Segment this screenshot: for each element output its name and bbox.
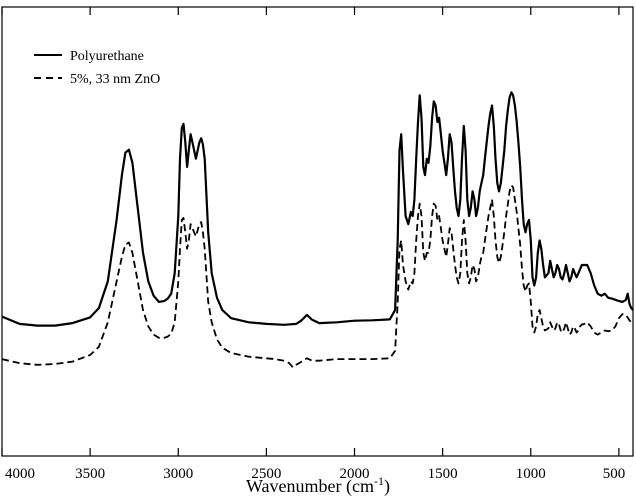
x-axis-label-exponent: -1 [374, 474, 384, 488]
x-tick-label-3000: 3000 [163, 466, 193, 482]
x-tick-label-2500: 2500 [251, 466, 281, 482]
x-tick-label-1500: 1500 [428, 466, 458, 482]
x-tick-label-3500: 3500 [75, 466, 105, 482]
x-tick-label-4000: 4000 [5, 466, 35, 482]
plot-frame [1, 6, 634, 457]
x-axis-ticks: 4000 3500 3000 2500 2000 1500 1000 500 [1, 7, 626, 482]
spectra-lines [1, 91, 634, 369]
legend: Polyurethane 5%, 33 nm ZnO [34, 49, 160, 87]
x-axis-label: Wavenumber (cm-1) [246, 474, 390, 497]
x-tick-label-2000: 2000 [340, 466, 370, 482]
x-tick-label-500: 500 [603, 466, 626, 482]
legend-label-polyurethane: Polyurethane [70, 49, 144, 64]
series-line-0 [1, 91, 634, 327]
legend-label-zno: 5%, 33 nm ZnO [70, 72, 160, 87]
x-axis-label-close: ) [384, 476, 390, 497]
series-line-1 [1, 184, 634, 369]
x-tick-label-1000: 1000 [516, 466, 546, 482]
